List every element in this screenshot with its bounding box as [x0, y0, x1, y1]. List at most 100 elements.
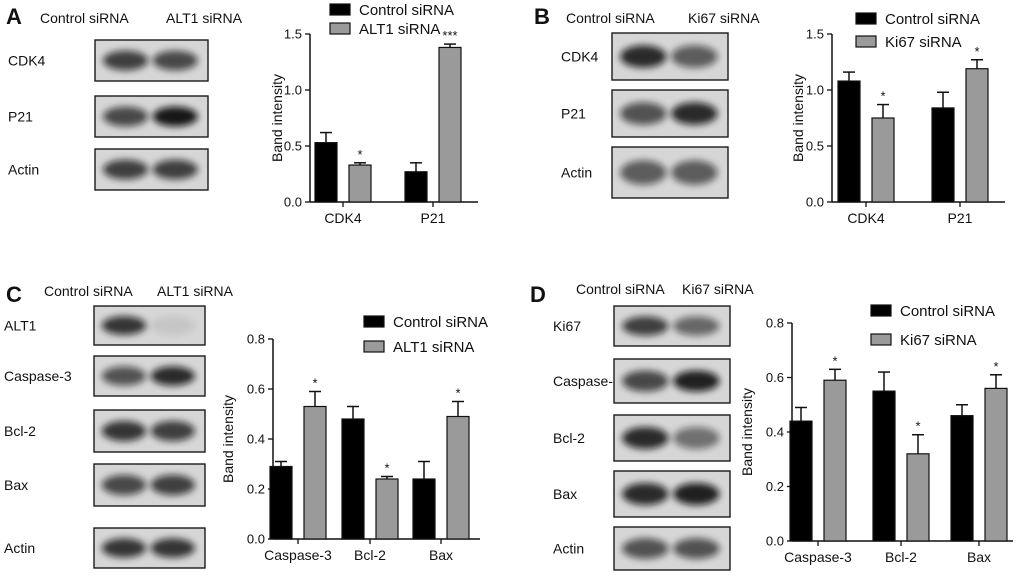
- blot-row-ki67: Ki67: [553, 305, 731, 347]
- blot-row-bcl-2: Bcl-2: [553, 414, 731, 462]
- legend-label: Control siRNA: [393, 314, 488, 331]
- y-axis-label: Band intensity: [790, 74, 806, 162]
- bar: [314, 142, 338, 203]
- blot-row-label: Actin: [8, 162, 39, 178]
- blot-row-cdk4: CDK4: [561, 32, 729, 81]
- legend-label: Control siRNA: [885, 11, 980, 28]
- legend-swatch: [363, 340, 385, 353]
- blot-row-actin: Actin: [4, 527, 206, 569]
- panel-a: A Control siRNA ALT1 siRNA CDK4P21Actin …: [6, 2, 478, 226]
- blot-row-label: Caspase-3: [553, 373, 621, 389]
- bar: [965, 68, 989, 203]
- y-tick-label: 1.0: [806, 83, 824, 98]
- legend-label: ALT1 siRNA: [359, 21, 440, 38]
- significance-marker: *: [974, 44, 979, 59]
- y-tick-label: 0.0: [806, 195, 824, 210]
- panel-label: C: [6, 282, 22, 307]
- blot-band: [671, 102, 718, 125]
- bar-chart: 0.0 0.5 1.0 1.5 Band intensity CDK4 * P21 * Contr…: [790, 11, 1005, 226]
- y-tick-label: 0.5: [806, 139, 824, 154]
- western-blot: CDK4 P21 Actin: [561, 32, 729, 199]
- y-axis-label: Band intensity: [220, 395, 236, 483]
- y-tick-label: 0.8: [766, 316, 784, 331]
- legend-label: Ki67 siRNA: [900, 332, 977, 349]
- blot-row-actin: Actin: [8, 148, 209, 191]
- blot-band: [102, 106, 149, 127]
- y-tick-label: 0.0: [766, 534, 784, 549]
- bar: [872, 390, 896, 542]
- bar: [823, 379, 847, 542]
- panel-b: B Control siRNA Ki67 siRNA CDK4P21Actin …: [534, 4, 1005, 226]
- blot-row-caspase-3: Caspase-3: [4, 355, 206, 397]
- blot-band: [101, 366, 147, 386]
- legend-swatch: [855, 12, 877, 25]
- blot-row-label: Bcl-2: [4, 423, 36, 439]
- x-tick-label: CDK4: [847, 210, 885, 226]
- blot-header-treatment: Ki67 siRNA: [688, 10, 760, 26]
- panel-c: C Control siRNA ALT1 siRNA ALT1 Caspase-3…: [4, 282, 488, 569]
- bar: [837, 80, 861, 203]
- bar-chart: 0.0 0.2 0.4 0.6 0.8 Band intensity Caspase-3 * B…: [739, 303, 1013, 565]
- blot-band: [673, 316, 720, 336]
- blot-row-bax: Bax: [553, 470, 731, 518]
- blot-header-control: Control siRNA: [40, 10, 129, 26]
- blot-row-alt1: ALT1: [4, 305, 206, 346]
- significance-marker: *: [357, 147, 362, 162]
- blot-row-label: Actin: [4, 540, 35, 556]
- y-axis-label: Band intensity: [269, 74, 285, 162]
- y-tick-label: 0.6: [247, 382, 265, 397]
- x-tick-label: CDK4: [324, 210, 362, 226]
- blot-header-control: Control siRNA: [44, 283, 133, 299]
- blot-row-label: Bcl-2: [553, 430, 585, 446]
- significance-marker: *: [312, 376, 317, 391]
- blot-band: [150, 366, 196, 386]
- significance-marker: *: [455, 386, 460, 401]
- panel-label: A: [6, 4, 22, 29]
- blot-band: [620, 160, 667, 185]
- panel-label: D: [530, 282, 546, 307]
- legend-label: Control siRNA: [359, 2, 454, 19]
- significance-marker: *: [832, 353, 837, 368]
- blot-row-label: Bax: [553, 486, 577, 502]
- blot-row-label: Actin: [561, 165, 592, 181]
- blot-row-label: P21: [561, 106, 586, 122]
- western-blot: Ki67 Caspase-3 Bcl-2 Bax Actin: [553, 305, 731, 571]
- legend-swatch: [870, 304, 892, 317]
- x-tick-label: Caspase-3: [264, 547, 332, 563]
- bar: [931, 107, 955, 203]
- blot-band: [152, 106, 198, 127]
- legend-label: Ki67 siRNA: [885, 34, 962, 51]
- y-tick-label: 0.6: [766, 370, 784, 385]
- y-tick-label: 0.0: [284, 195, 302, 210]
- blot-header-control: Control siRNA: [576, 281, 665, 297]
- legend-swatch: [329, 22, 351, 35]
- bar: [375, 478, 399, 540]
- blot-band: [622, 316, 669, 336]
- blot-header-treatment: ALT1 siRNA: [166, 10, 243, 26]
- blot-band: [673, 482, 720, 506]
- y-tick-label: 1.5: [284, 27, 302, 42]
- bar-chart: 0.0 0.5 1.0 1.5 Band intensity CDK4 * P21 *** Con…: [269, 2, 478, 226]
- blot-row-cdk4: CDK4: [8, 39, 209, 82]
- blot-band: [101, 538, 147, 558]
- blot-row-label: Ki67: [553, 318, 581, 334]
- blot-band: [620, 45, 667, 68]
- blot-row-p21: P21: [561, 89, 729, 138]
- bar: [438, 46, 462, 203]
- significance-marker: ***: [442, 28, 457, 43]
- x-tick-label: P21: [948, 210, 973, 226]
- blot-header-control: Control siRNA: [566, 10, 655, 26]
- blot-row-label: Caspase-3: [4, 368, 72, 384]
- bar-chart: 0.0 0.2 0.4 0.6 0.8 Band intensity Caspase-3 * B…: [220, 314, 488, 563]
- blot-band: [622, 426, 669, 450]
- blot-header-treatment: ALT1 siRNA: [157, 283, 234, 299]
- blot-band: [150, 474, 196, 496]
- y-tick-label: 0.5: [284, 139, 302, 154]
- y-tick-label: 0.2: [247, 482, 265, 497]
- panel-d: D Control siRNA Ki67 siRNA Ki67 Caspase-3…: [530, 281, 1013, 571]
- y-tick-label: 0.4: [247, 432, 265, 447]
- blot-band: [673, 426, 720, 450]
- y-tick-label: 0.4: [766, 425, 784, 440]
- blot-band: [671, 45, 718, 68]
